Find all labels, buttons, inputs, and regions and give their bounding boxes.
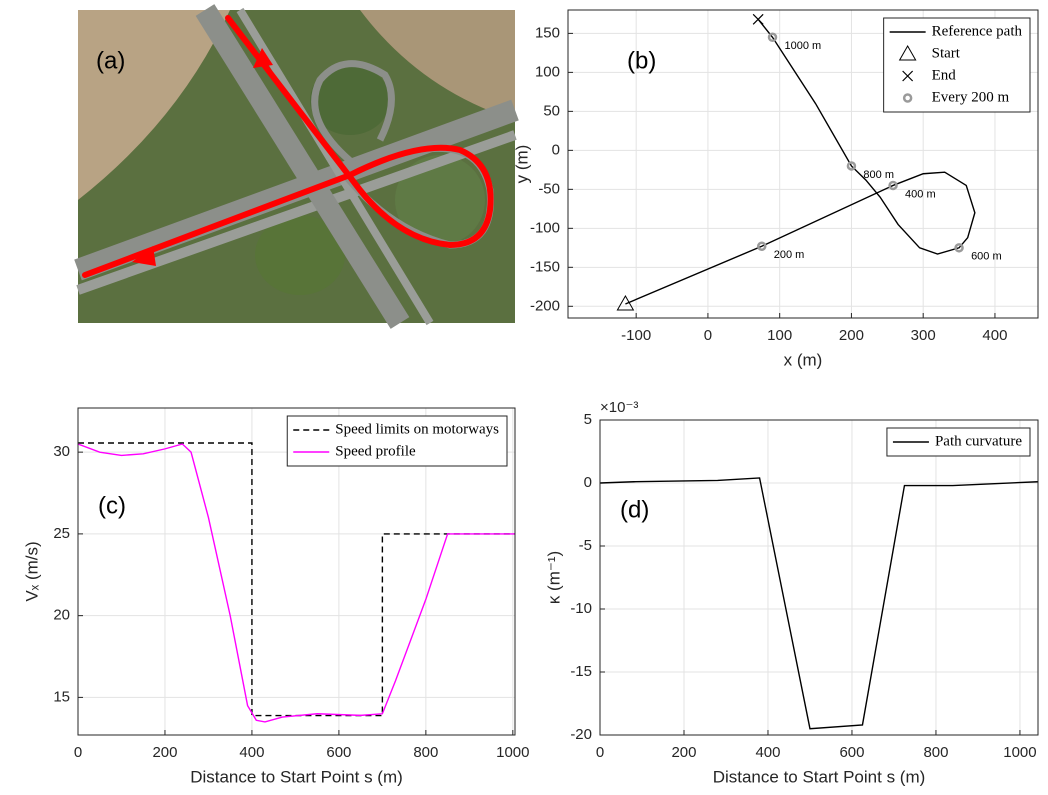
y-tick-label: 15 [53,688,70,705]
x-tick-label: 400 [982,327,1007,344]
legend-label: Every 200 m [932,89,1010,105]
y-tick-label: 0 [584,474,592,491]
series-line [78,442,515,717]
y-multiplier: ×10⁻³ [600,399,638,416]
x-tick-label: 1000 [496,744,529,761]
series-line [625,18,976,305]
x-tick-label: 1000 [1003,744,1036,761]
point-label: 400 m [905,188,936,200]
plot-area [600,420,1038,735]
x-tick-label: 0 [704,327,712,344]
distance-marker [756,241,767,252]
x-tick-label: 600 [839,744,864,761]
y-tick-label: -100 [530,219,560,236]
x-tick-label: 300 [911,327,936,344]
series-layer [78,442,515,723]
legend-swatch [902,93,913,103]
y-tick-label: 150 [535,24,560,41]
legend: Speed limits on motorways Speed profile [286,415,508,467]
end-marker [752,13,764,25]
legend-label: Path curvature [935,433,1022,449]
x-tick-label: 800 [413,744,438,761]
panel-label: (a) [96,47,125,74]
y-tick-label: 5 [584,411,592,428]
panel-label: (b) [627,47,656,74]
series-line [78,443,515,723]
x-tick-label: 800 [923,744,948,761]
x-tick-label: 200 [839,327,864,344]
aerial-image: (a) [74,4,519,329]
x-axis-label: Distance to Start Point s (m) [190,767,403,786]
y-axis-label: κ (m⁻¹) [544,551,563,604]
legend: Reference path Start End Every 200 m [883,17,1031,113]
point-label: 200 m [774,249,805,261]
y-tick-label: 50 [543,102,560,119]
legend-box [883,17,1031,113]
x-axis-label: x (m) [784,350,823,369]
distance-marker [846,161,857,171]
x-tick-label: 0 [596,744,604,761]
legend-box [286,415,508,467]
distance-marker [888,180,898,191]
x-tick-label: 400 [755,744,780,761]
axes-box [599,419,1039,736]
axes-box [567,9,1039,319]
x-tick-label: 200 [671,744,696,761]
series-line [600,477,1038,730]
x-tick-label: 600 [326,744,351,761]
y-tick-label: -20 [570,726,592,743]
y-tick-label: 30 [53,443,70,460]
y-axis-label: y (m) [512,145,531,184]
x-tick-label: 200 [152,744,177,761]
axes-box [77,407,516,736]
point-label: 800 m [863,169,894,181]
y-tick-label: -50 [538,180,560,197]
legend-swatch [898,44,917,61]
y-tick-label: 25 [53,525,70,542]
x-tick-label: 100 [767,327,792,344]
distance-marker [767,32,778,43]
y-tick-label: -15 [570,663,592,680]
legend-label: Start [932,45,961,61]
x-tick-label: -100 [621,327,651,344]
y-tick-label: -5 [579,537,592,554]
point-label: 600 m [971,251,1002,263]
legend-swatch [902,70,914,82]
y-tick-label: 100 [535,63,560,80]
x-axis-label: Distance to Start Point s (m) [713,767,926,786]
legend-label: Reference path [932,23,1023,39]
y-tick-label: 20 [53,607,70,624]
y-tick-label: -200 [530,297,560,314]
legend-label: End [932,67,957,83]
legend: Path curvature [886,427,1031,457]
x-tick-label: 0 [74,744,82,761]
legend-label: Speed profile [335,443,416,459]
y-tick-label: -10 [570,600,592,617]
legend-label: Speed limits on motorways [335,421,499,437]
point-label: 1000 m [785,40,822,52]
series-layer [600,477,1038,730]
y-tick-label: 0 [552,141,560,158]
x-tick-label: 400 [239,744,264,761]
panel-label: (c) [98,492,126,519]
panel-label: (d) [620,496,649,523]
start-marker [616,294,635,311]
series-layer [616,13,976,311]
y-tick-label: -150 [530,258,560,275]
y-axis-label: Vₓ (m/s) [22,541,41,601]
distance-marker [954,243,964,253]
